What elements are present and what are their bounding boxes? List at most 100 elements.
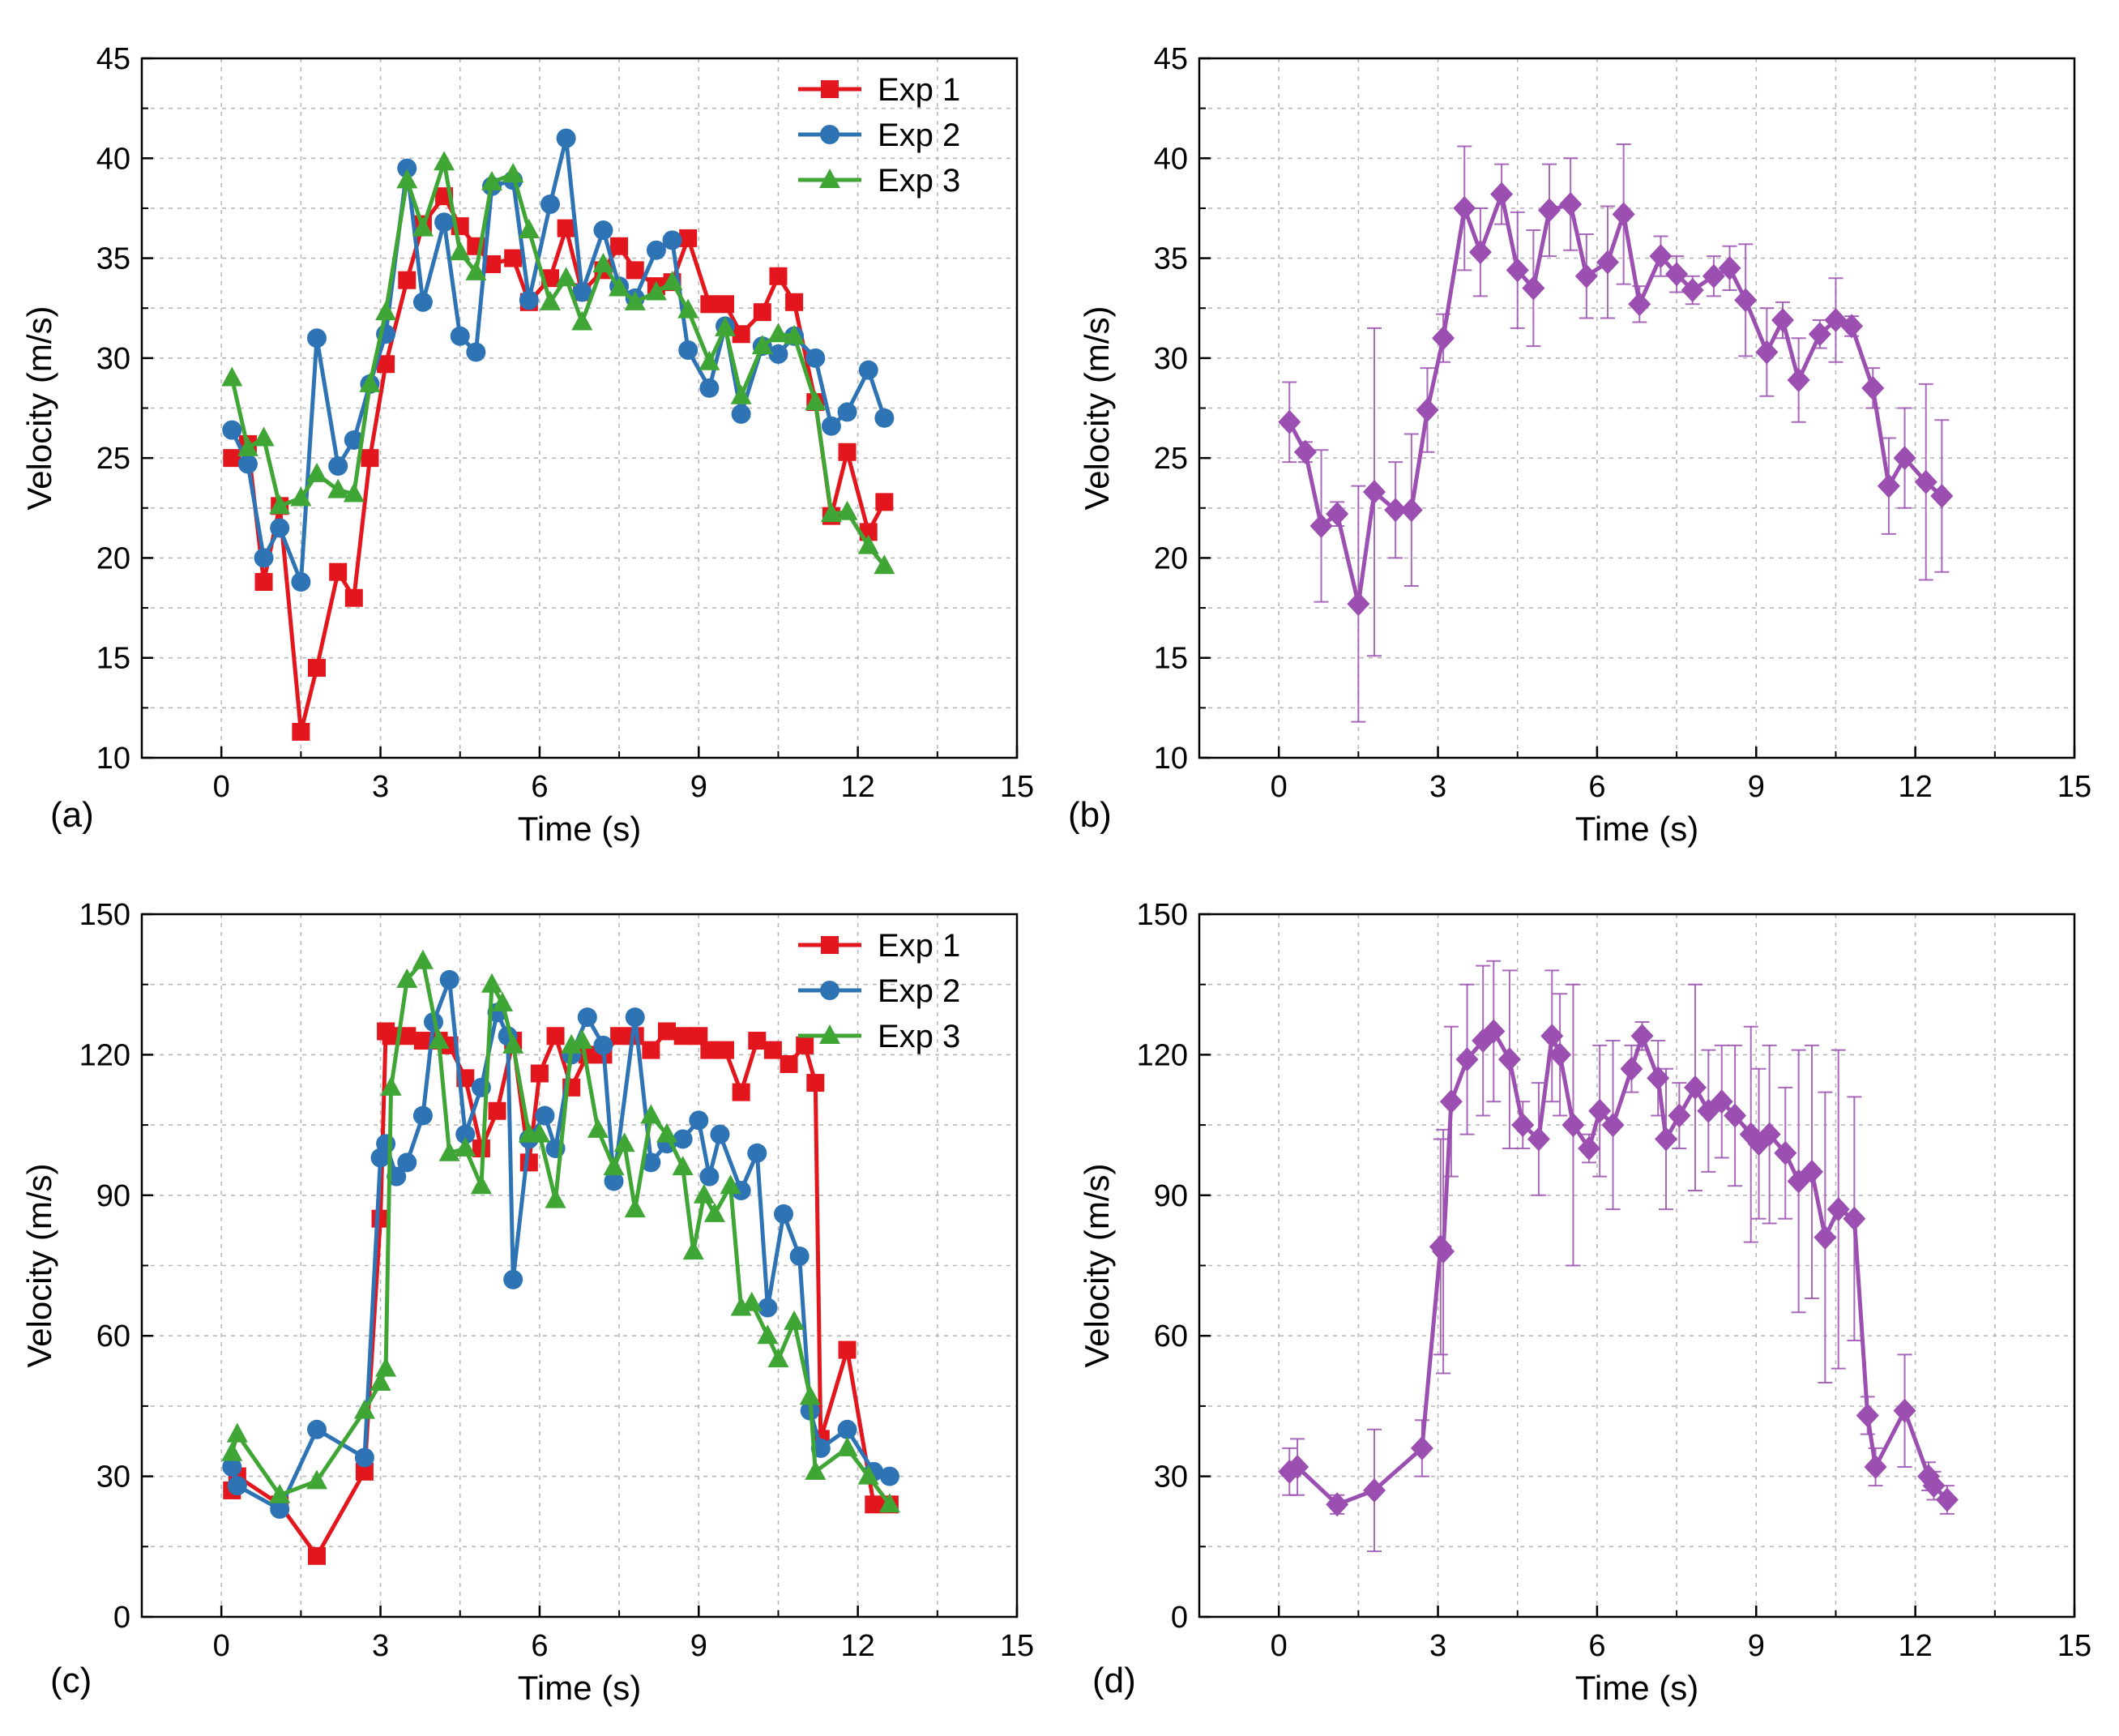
x-tick-label: 6 — [1588, 1629, 1605, 1663]
data-point — [1914, 469, 1937, 494]
data-point — [1718, 255, 1741, 280]
data-point — [720, 1174, 741, 1195]
data-point — [1628, 292, 1651, 317]
data-point — [1893, 446, 1916, 471]
data-point — [784, 1310, 805, 1330]
data-point — [306, 1469, 327, 1490]
x-tick-label: 0 — [213, 770, 230, 804]
data-point — [387, 1166, 407, 1187]
data-point — [221, 366, 243, 387]
data-point — [455, 1124, 476, 1144]
data-point — [353, 1399, 375, 1419]
data-point — [502, 1033, 524, 1054]
data-point — [673, 1027, 692, 1045]
data-point — [700, 1041, 719, 1059]
data-point — [645, 280, 667, 301]
data-point — [640, 1104, 662, 1124]
data-point — [820, 502, 842, 523]
x-tick-label: 9 — [690, 1629, 707, 1663]
data-point — [1399, 498, 1423, 523]
data-point — [1363, 480, 1386, 505]
y-tick-label: 35 — [1154, 242, 1188, 276]
data-point — [355, 1462, 374, 1481]
data-point — [642, 1041, 660, 1059]
x-axis-title: Time (s) — [1575, 810, 1698, 848]
data-point — [439, 969, 459, 990]
data-point — [269, 494, 291, 515]
x-tick-label: 6 — [1588, 770, 1605, 804]
data-point — [237, 454, 258, 474]
data-point — [587, 1118, 609, 1138]
data-point — [731, 404, 751, 424]
data-point — [540, 290, 561, 310]
data-point — [370, 1371, 391, 1391]
x-tick-label: 15 — [1000, 770, 1034, 804]
data-point — [678, 340, 699, 360]
data-point — [308, 1546, 326, 1565]
x-tick-label: 3 — [1429, 1629, 1446, 1663]
data-point — [747, 1143, 767, 1163]
data-point — [1668, 1103, 1691, 1128]
y-tick-label: 15 — [1154, 642, 1188, 676]
data-point — [626, 261, 644, 280]
data-point — [1935, 1487, 1959, 1512]
data-point — [412, 949, 434, 969]
data-point — [784, 324, 805, 344]
data-point — [571, 1029, 593, 1050]
data-point — [1540, 1024, 1564, 1049]
data-point — [290, 486, 312, 507]
series-mean — [1278, 960, 1959, 1553]
data-point — [1758, 1122, 1781, 1147]
data-point — [557, 219, 575, 237]
y-tick-label: 0 — [113, 1601, 130, 1635]
data-point — [434, 151, 455, 171]
data-point — [767, 323, 789, 343]
data-point — [450, 326, 470, 346]
data-point — [1620, 1056, 1643, 1081]
x-tick-label: 9 — [1748, 770, 1765, 804]
data-point — [535, 1105, 555, 1126]
data-point — [1684, 1075, 1707, 1100]
data-point — [483, 254, 501, 273]
y-tick-label: 35 — [96, 242, 130, 276]
x-tick-label: 0 — [1271, 1629, 1288, 1663]
data-point — [1649, 244, 1673, 269]
data-point — [571, 310, 593, 331]
data-point — [1497, 1047, 1521, 1072]
data-point — [556, 128, 576, 148]
panel-b: 0 3 6 9 12 15 10 15 20 25 30 35 40 45 Time (s) Velocity… — [1068, 42, 2091, 848]
data-point — [1574, 263, 1598, 289]
data-point — [270, 1499, 290, 1520]
data-point — [1578, 1136, 1601, 1161]
data-point — [838, 1340, 857, 1359]
data-point — [1864, 1455, 1887, 1480]
data-point — [624, 1198, 646, 1218]
data-point — [699, 378, 720, 398]
data-point — [1774, 1140, 1797, 1165]
x-tick-label: 0 — [213, 1629, 230, 1663]
data-point — [732, 1083, 750, 1101]
y-tick-label: 25 — [1154, 442, 1188, 476]
data-point — [504, 249, 523, 267]
data-point — [1522, 276, 1545, 301]
data-point — [397, 1152, 417, 1173]
data-point — [805, 348, 826, 368]
panel-label: (b) — [1068, 795, 1112, 835]
data-point — [555, 267, 577, 287]
data-point — [398, 1027, 417, 1045]
data-point — [1384, 498, 1408, 523]
x-tick-label: 3 — [1429, 770, 1446, 804]
data-point — [1506, 258, 1529, 283]
data-point — [545, 1188, 566, 1208]
panel-a: 0 3 6 9 12 15 10 15 20 25 30 35 40 45 Time (s) Velocity… — [20, 42, 1034, 848]
data-point — [799, 1385, 821, 1405]
x-tick-label: 3 — [372, 1629, 389, 1663]
y-axis-title: Velocity (m/s) — [1078, 1163, 1116, 1367]
legend-label: Exp 2 — [878, 118, 960, 153]
data-point — [732, 325, 750, 344]
data-point — [307, 1419, 327, 1439]
data-point — [874, 408, 895, 428]
data-point — [768, 344, 788, 364]
